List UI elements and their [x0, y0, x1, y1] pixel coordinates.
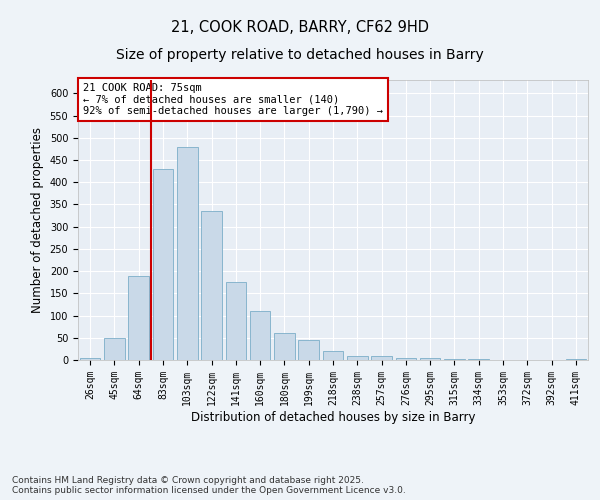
Text: 21 COOK ROAD: 75sqm
← 7% of detached houses are smaller (140)
92% of semi-detach: 21 COOK ROAD: 75sqm ← 7% of detached hou… — [83, 83, 383, 116]
Bar — [177, 146, 197, 360]
Bar — [128, 276, 149, 360]
Bar — [274, 334, 295, 360]
Text: Contains HM Land Registry data © Crown copyright and database right 2025.
Contai: Contains HM Land Registry data © Crown c… — [12, 476, 406, 495]
Bar — [250, 311, 271, 360]
Bar — [298, 340, 319, 360]
Text: 21, COOK ROAD, BARRY, CF62 9HD: 21, COOK ROAD, BARRY, CF62 9HD — [171, 20, 429, 35]
Bar — [371, 356, 392, 360]
Bar — [566, 359, 586, 360]
Bar — [323, 351, 343, 360]
Text: Size of property relative to detached houses in Barry: Size of property relative to detached ho… — [116, 48, 484, 62]
Bar — [104, 338, 125, 360]
Bar — [201, 211, 222, 360]
Bar — [152, 169, 173, 360]
Y-axis label: Number of detached properties: Number of detached properties — [31, 127, 44, 313]
Bar — [469, 359, 489, 360]
X-axis label: Distribution of detached houses by size in Barry: Distribution of detached houses by size … — [191, 410, 475, 424]
Bar — [395, 358, 416, 360]
Bar — [444, 358, 465, 360]
Bar — [420, 358, 440, 360]
Bar — [80, 358, 100, 360]
Bar — [347, 356, 368, 360]
Bar — [226, 282, 246, 360]
